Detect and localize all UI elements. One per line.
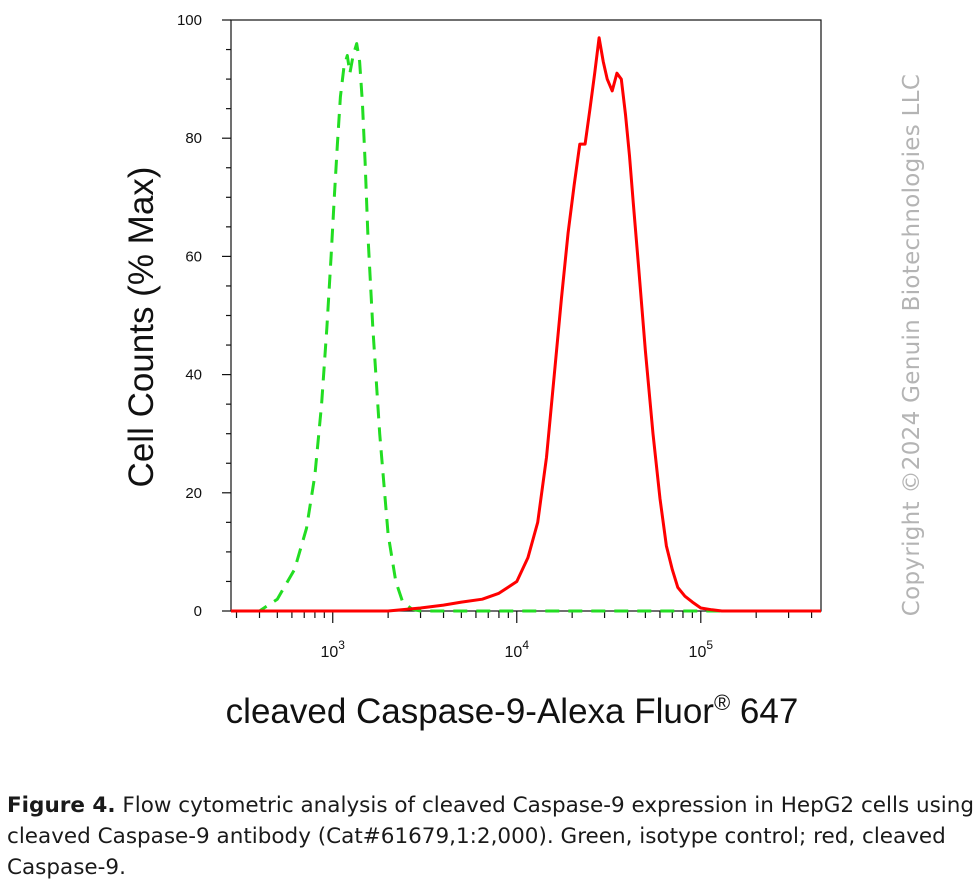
y-tick-label: 0 [194,603,202,620]
x-tick-label: 105 [689,638,714,661]
plot-border [230,19,822,612]
plot-frame [230,19,822,612]
caption-text: Flow cytometric analysis of cleaved Casp… [7,793,975,880]
y-tick-label: 60 [185,248,202,265]
watermark-text: Copyright ©2024 Genuin Biotechnologies L… [899,73,925,617]
registered-mark: ® [714,690,730,715]
x-axis-label-suffix: 647 [730,692,798,731]
caption-label: Figure 4. [7,793,116,818]
x-tick-label: 103 [320,638,345,661]
y-tick-label: 40 [185,367,202,384]
x-axis-label: cleaved Caspase-9-Alexa Fluor® 647 [226,690,799,731]
y-axis-label: Cell Counts (% Max) [122,167,161,488]
flow-histogram-chart: 0 20 40 60 80 100 103 104 105 Cell Counts (% Ma… [122,12,822,731]
y-tick-label: 100 [177,12,202,29]
x-tick-label: 104 [505,638,530,661]
isotype-control-curve [231,42,821,613]
y-tick-label: 20 [185,485,202,502]
x-axis-label-main: cleaved Caspase-9-Alexa Fluor [226,692,715,731]
y-axis: 0 20 40 60 80 100 [177,12,231,620]
figure-caption: Figure 4. Flow cytometric analysis of cl… [7,790,975,883]
y-tick-label: 80 [185,130,202,147]
cleaved-caspase9-curve [231,36,821,613]
series-layer [231,36,821,613]
x-axis: 103 104 105 [235,611,813,661]
